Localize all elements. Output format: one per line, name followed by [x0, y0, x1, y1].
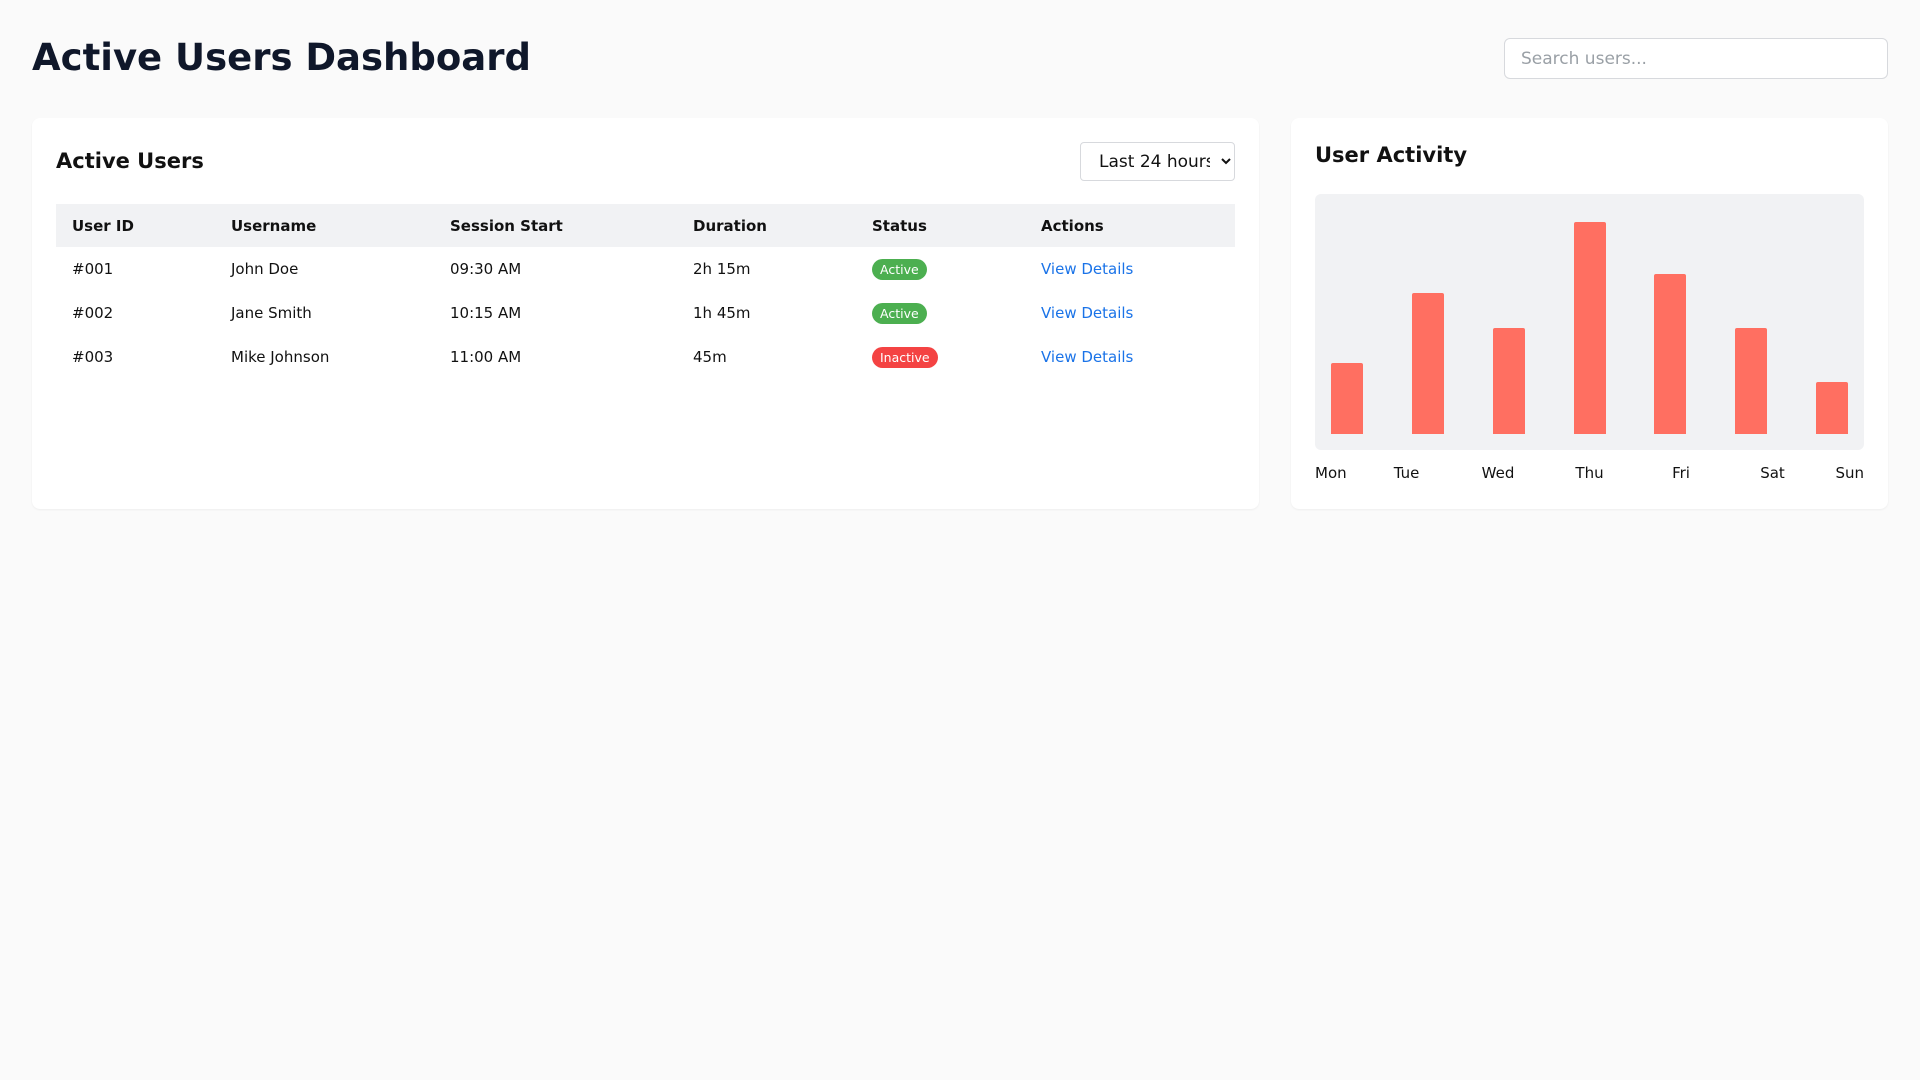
activity-bar-wed	[1492, 328, 1525, 434]
username-cell: Jane Smith	[231, 304, 312, 322]
actions-cell: View Details	[1025, 335, 1235, 379]
column-header-status: Status	[856, 204, 1025, 247]
actions-cell: View Details	[1025, 291, 1235, 335]
session-start-cell: 11:00 AM	[450, 348, 522, 366]
column-header-session-start: Session Start	[434, 204, 677, 247]
status-cell: Active	[856, 247, 1025, 291]
status-cell: Active	[856, 291, 1025, 335]
activity-bar-tue	[1411, 293, 1444, 434]
activity-bar-sun	[1816, 382, 1848, 434]
day-label-sat: Sat	[1760, 464, 1785, 482]
column-header-actions: Actions	[1025, 204, 1235, 247]
user-activity-title: User Activity	[1315, 143, 1468, 167]
view-details-link[interactable]: View Details	[1041, 304, 1134, 322]
day-label-fri: Fri	[1672, 464, 1690, 482]
user-activity-card: User Activity Mon Tue Wed Thu Fri Sat Sun	[1291, 118, 1888, 509]
session-start-cell: 09:30 AM	[450, 260, 522, 278]
activity-chart	[1315, 194, 1864, 450]
table-row: #002 Jane Smith 10:15 AM 1h 45m Active V…	[56, 291, 1235, 335]
status-cell: Inactive	[856, 335, 1025, 379]
duration-cell: 2h 15m	[693, 260, 751, 278]
user-id-cell: #003	[72, 348, 114, 366]
time-range-select[interactable]: Last 24 hours	[1080, 142, 1235, 181]
status-badge: Inactive	[872, 346, 938, 368]
actions-cell: View Details	[1025, 247, 1235, 291]
day-label-sun: Sun	[1835, 464, 1864, 482]
users-table: User ID Username Session Start Duration …	[56, 204, 1235, 379]
table-row: #003 Mike Johnson 11:00 AM 45m Inactive …	[56, 335, 1235, 379]
table-row: #001 John Doe 09:30 AM 2h 15m Active Vie…	[56, 247, 1235, 291]
view-details-link[interactable]: View Details	[1041, 348, 1134, 366]
username-cell: Mike Johnson	[231, 348, 330, 366]
user-id-cell: #001	[72, 260, 114, 278]
activity-bar-sat	[1735, 328, 1768, 434]
duration-cell: 45m	[693, 348, 727, 366]
session-start-cell: 10:15 AM	[450, 304, 522, 322]
active-users-card: Active Users Last 24 hours User ID Usern…	[32, 118, 1259, 509]
activity-chart-x-axis: Mon Tue Wed Thu Fri Sat Sun	[1315, 464, 1864, 484]
column-header-username: Username	[215, 204, 434, 247]
activity-bar-thu	[1573, 222, 1606, 434]
activity-bar-fri	[1654, 274, 1687, 434]
day-label-thu: Thu	[1575, 464, 1604, 482]
active-users-title: Active Users	[56, 149, 204, 173]
day-label-tue: Tue	[1393, 464, 1420, 482]
username-cell: John Doe	[231, 260, 299, 278]
status-badge: Active	[872, 258, 927, 280]
day-label-mon: Mon	[1315, 464, 1347, 482]
user-id-cell: #002	[72, 304, 114, 322]
view-details-link[interactable]: View Details	[1041, 260, 1134, 278]
duration-cell: 1h 45m	[693, 304, 751, 322]
status-badge: Active	[872, 302, 927, 324]
page-header: Active Users Dashboard	[32, 36, 1888, 80]
page-title: Active Users Dashboard	[32, 36, 531, 79]
day-label-wed: Wed	[1481, 464, 1515, 482]
column-header-duration: Duration	[677, 204, 856, 247]
search-input[interactable]	[1504, 38, 1888, 79]
table-header-row: User ID Username Session Start Duration …	[56, 204, 1235, 247]
column-header-user-id: User ID	[56, 204, 215, 247]
activity-bar-mon	[1331, 363, 1363, 434]
